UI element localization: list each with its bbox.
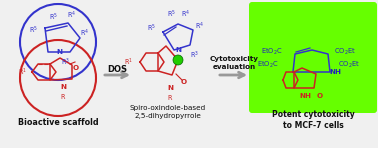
Text: CO$_2$Et: CO$_2$Et — [334, 47, 356, 57]
Text: R$^4$: R$^4$ — [195, 20, 204, 32]
Text: R$^4$: R$^4$ — [67, 9, 77, 21]
Text: Potent cytotoxicity
to MCF-7 cells: Potent cytotoxicity to MCF-7 cells — [272, 110, 355, 130]
Text: Bioactive scaffold: Bioactive scaffold — [18, 118, 98, 127]
Text: R$^4$: R$^4$ — [181, 8, 191, 20]
Text: R: R — [61, 94, 65, 100]
Text: R$^4$: R$^4$ — [81, 27, 90, 39]
Text: R$^5$: R$^5$ — [147, 22, 156, 34]
Text: O: O — [181, 79, 187, 85]
Text: EtO$_2$C: EtO$_2$C — [261, 47, 283, 57]
Text: N: N — [167, 85, 173, 91]
Text: R: R — [168, 95, 172, 101]
Text: O: O — [317, 93, 323, 99]
Text: EtO$_2$C: EtO$_2$C — [257, 60, 279, 70]
Text: Cytotoxicity
evaluation: Cytotoxicity evaluation — [209, 56, 259, 70]
Text: Spiro-oxindole-based
2,5-dihydropyrrole: Spiro-oxindole-based 2,5-dihydropyrrole — [130, 105, 206, 119]
Text: N: N — [60, 84, 66, 90]
Text: NH: NH — [329, 69, 341, 75]
FancyBboxPatch shape — [249, 2, 377, 113]
Circle shape — [173, 55, 183, 65]
Text: CO$_2$Et: CO$_2$Et — [338, 60, 360, 70]
Text: N: N — [56, 49, 62, 55]
Text: R$^5$: R$^5$ — [29, 24, 39, 36]
Text: R$^5$: R$^5$ — [167, 8, 177, 20]
Text: R$^1$: R$^1$ — [124, 56, 133, 68]
Text: NH: NH — [299, 93, 311, 99]
Text: R$^1$: R$^1$ — [17, 66, 26, 78]
Text: R$^3$: R$^3$ — [62, 56, 71, 68]
Text: R$^3$: R$^3$ — [191, 49, 200, 61]
Text: DOS: DOS — [107, 65, 127, 74]
Text: R$^5$: R$^5$ — [50, 11, 59, 23]
Text: O: O — [73, 65, 79, 71]
Text: N: N — [175, 47, 181, 53]
